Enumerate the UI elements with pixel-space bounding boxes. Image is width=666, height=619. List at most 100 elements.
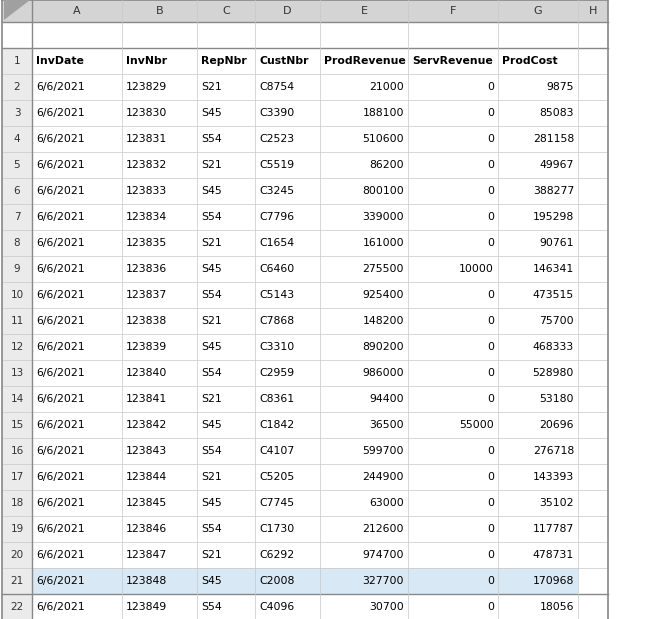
Text: 6/6/2021: 6/6/2021 — [36, 160, 85, 170]
Text: 123832: 123832 — [126, 160, 167, 170]
Text: 123838: 123838 — [126, 316, 167, 326]
Bar — [2, 412, 32, 438]
Text: 6/6/2021: 6/6/2021 — [36, 394, 85, 404]
Bar — [2, 542, 32, 568]
Text: 49967: 49967 — [539, 160, 574, 170]
Bar — [2, 100, 32, 126]
Bar — [2, 490, 32, 516]
Text: 6/6/2021: 6/6/2021 — [36, 524, 85, 534]
Text: 473515: 473515 — [533, 290, 574, 300]
Text: 6/6/2021: 6/6/2021 — [36, 316, 85, 326]
Text: 123844: 123844 — [126, 472, 167, 482]
Text: InvNbr: InvNbr — [126, 56, 167, 66]
Text: 85083: 85083 — [539, 108, 574, 118]
Text: 528980: 528980 — [533, 368, 574, 378]
Text: S21: S21 — [201, 394, 222, 404]
Text: A: A — [73, 6, 81, 16]
Text: 6/6/2021: 6/6/2021 — [36, 108, 85, 118]
Text: 244900: 244900 — [362, 472, 404, 482]
Text: 0: 0 — [487, 82, 494, 92]
Text: 0: 0 — [487, 342, 494, 352]
Text: 123845: 123845 — [126, 498, 167, 508]
Text: 123849: 123849 — [126, 602, 167, 612]
Text: 0: 0 — [487, 186, 494, 196]
Text: 143393: 143393 — [533, 472, 574, 482]
Bar — [2, 152, 32, 178]
Text: 281158: 281158 — [533, 134, 574, 144]
Text: ProdRevenue: ProdRevenue — [324, 56, 406, 66]
Text: 13: 13 — [11, 368, 23, 378]
Text: 146341: 146341 — [533, 264, 574, 274]
Text: 276718: 276718 — [533, 446, 574, 456]
Text: D: D — [283, 6, 292, 16]
Text: 0: 0 — [487, 290, 494, 300]
Text: 0: 0 — [487, 446, 494, 456]
Text: S21: S21 — [201, 160, 222, 170]
Text: C7796: C7796 — [259, 212, 294, 222]
Text: 0: 0 — [487, 524, 494, 534]
Text: S54: S54 — [201, 134, 222, 144]
Text: 123842: 123842 — [126, 420, 167, 430]
Text: 0: 0 — [487, 134, 494, 144]
Text: S54: S54 — [201, 290, 222, 300]
Text: S21: S21 — [201, 316, 222, 326]
Text: 6/6/2021: 6/6/2021 — [36, 498, 85, 508]
Bar — [2, 256, 32, 282]
Bar — [2, 594, 32, 619]
Text: S45: S45 — [201, 342, 222, 352]
Text: C6460: C6460 — [259, 264, 294, 274]
Text: C6292: C6292 — [259, 550, 294, 560]
Text: 6/6/2021: 6/6/2021 — [36, 238, 85, 248]
Text: C: C — [222, 6, 230, 16]
Text: S21: S21 — [201, 82, 222, 92]
Text: 478731: 478731 — [533, 550, 574, 560]
Text: ServRevenue: ServRevenue — [412, 56, 493, 66]
Text: 195298: 195298 — [533, 212, 574, 222]
Text: 123836: 123836 — [126, 264, 167, 274]
Text: 117787: 117787 — [533, 524, 574, 534]
Text: S45: S45 — [201, 576, 222, 586]
Text: 123841: 123841 — [126, 394, 167, 404]
Text: 6/6/2021: 6/6/2021 — [36, 446, 85, 456]
Bar — [2, 282, 32, 308]
Text: 0: 0 — [487, 576, 494, 586]
Text: 16: 16 — [11, 446, 23, 456]
Text: 123830: 123830 — [126, 108, 167, 118]
Text: 1: 1 — [14, 56, 20, 66]
Bar — [2, 48, 32, 74]
Bar — [2, 178, 32, 204]
Bar — [2, 204, 32, 230]
Text: 9: 9 — [14, 264, 20, 274]
Text: 94400: 94400 — [370, 394, 404, 404]
Text: 986000: 986000 — [362, 368, 404, 378]
Text: C3310: C3310 — [259, 342, 294, 352]
Text: 123848: 123848 — [126, 576, 167, 586]
Text: S21: S21 — [201, 472, 222, 482]
Text: 123829: 123829 — [126, 82, 167, 92]
Text: 212600: 212600 — [362, 524, 404, 534]
Text: 388277: 388277 — [533, 186, 574, 196]
Text: C2523: C2523 — [259, 134, 294, 144]
Text: 0: 0 — [487, 238, 494, 248]
Bar — [2, 0, 608, 22]
Text: 15: 15 — [11, 420, 23, 430]
Text: 0: 0 — [487, 550, 494, 560]
Text: 86200: 86200 — [370, 160, 404, 170]
Text: 510600: 510600 — [362, 134, 404, 144]
Text: 2: 2 — [14, 82, 20, 92]
Bar — [2, 386, 32, 412]
Text: 18: 18 — [11, 498, 23, 508]
Text: C3390: C3390 — [259, 108, 294, 118]
Text: C3245: C3245 — [259, 186, 294, 196]
Text: 275500: 275500 — [362, 264, 404, 274]
Text: 6/6/2021: 6/6/2021 — [36, 82, 85, 92]
Bar — [2, 74, 32, 100]
Text: 21000: 21000 — [369, 82, 404, 92]
Text: 6/6/2021: 6/6/2021 — [36, 186, 85, 196]
Text: 925400: 925400 — [362, 290, 404, 300]
Text: S54: S54 — [201, 524, 222, 534]
Text: S21: S21 — [201, 238, 222, 248]
Text: 890200: 890200 — [362, 342, 404, 352]
Text: 0: 0 — [487, 472, 494, 482]
Text: 75700: 75700 — [539, 316, 574, 326]
